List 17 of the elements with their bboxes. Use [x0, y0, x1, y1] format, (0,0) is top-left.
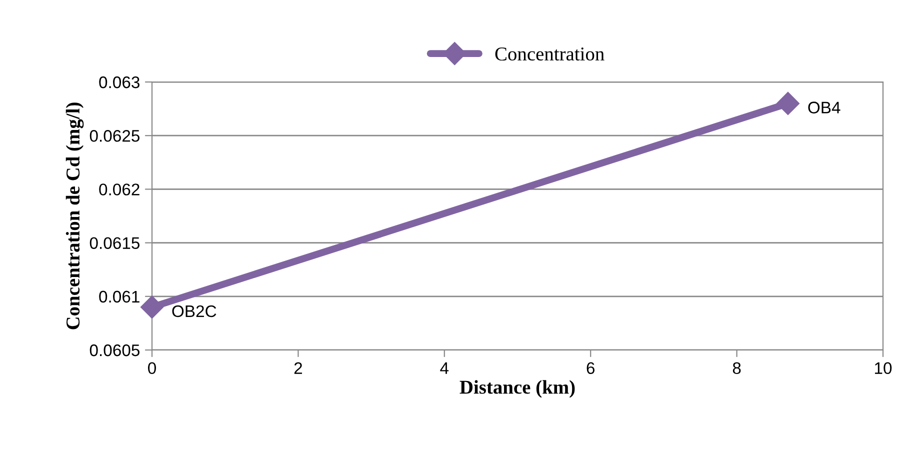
- annotation: OB4: [808, 102, 840, 114]
- y-tick-label: 0.0615: [90, 237, 140, 250]
- x-tick-label: 6: [586, 362, 594, 374]
- y-tick-label: 0.0625: [90, 130, 140, 142]
- y-tick-label: 0.0605: [90, 344, 140, 356]
- y-tick-label: 0.061: [99, 290, 140, 303]
- x-axis-title: Distance (km): [460, 380, 575, 398]
- x-tick-label: 10: [875, 362, 892, 374]
- annotation: OB2C: [172, 305, 216, 318]
- legend-label: Concentration: [495, 47, 604, 61]
- y-tick-label: 0.062: [99, 184, 140, 196]
- x-tick-label: 0: [148, 362, 156, 374]
- x-tick-label: 8: [732, 362, 741, 374]
- x-tick-label: 4: [440, 362, 449, 374]
- x-tick-label: 2: [294, 362, 302, 374]
- y-tick-label: 0.063: [99, 76, 140, 88]
- y-axis-title: Concentration de Cd (mg/l): [66, 102, 84, 330]
